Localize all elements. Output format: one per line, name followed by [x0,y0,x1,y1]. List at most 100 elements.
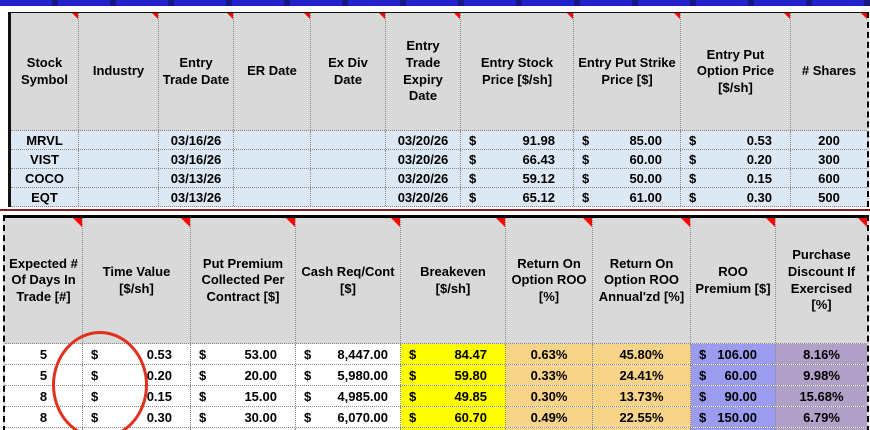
header-cash-req[interactable]: Cash Req/Cont [$] [296,218,401,343]
amount: 106.00 [717,346,757,362]
cell-industry[interactable] [79,150,159,168]
cell-put-strike-price[interactable]: $61.00 [574,188,681,206]
amount: 0.30 [746,189,772,205]
cell-entry-trade-date[interactable]: 03/13/26 [159,169,234,187]
cell-industry[interactable] [79,188,159,206]
cell-put-option-price[interactable]: $0.53 [681,131,791,149]
header-roo[interactable]: Return On Option ROO [%] [506,218,593,343]
cell-roo-annualized[interactable]: 24.41% [593,365,691,385]
cell-stock-symbol[interactable]: VIST [11,150,79,168]
cell-stock-symbol[interactable]: MRVL [11,131,79,149]
cell-roo[interactable]: 0.63% [506,344,593,364]
cell-time-value[interactable]: $0.15 [83,386,191,406]
cell-breakeven[interactable]: $84.47 [401,344,506,364]
header-entry-stock-price[interactable]: Entry Stock Price [$/sh] [461,13,574,130]
cell-stock-symbol[interactable]: EQT [11,188,79,206]
header-expected-days[interactable]: Expected # Of Days In Trade [#] [5,218,83,343]
cell-roo-annualized[interactable]: 22.55% [593,407,691,427]
cell-entry-trade-date[interactable]: 03/13/26 [159,188,234,206]
cell-time-value[interactable]: $0.30 [83,407,191,427]
cell-stock-symbol[interactable]: COCO [11,169,79,187]
cell-purchase-discount[interactable]: 6.79% [776,407,867,427]
cell-ex-div-date[interactable] [311,188,386,206]
cell-put-strike-price[interactable]: $85.00 [574,131,681,149]
cell-shares[interactable]: 200 [818,132,840,148]
cell-breakeven[interactable]: $49.85 [401,386,506,406]
cell-roo-premium[interactable]: $150.00 [691,407,776,427]
cell-roo-premium[interactable]: $90.00 [691,386,776,406]
comment-flag-icon [454,13,460,19]
cell-put-option-price[interactable]: $0.20 [681,150,791,168]
header-put-premium-per-contract[interactable]: Put Premium Collected Per Contract [$] [191,218,296,343]
cell-er-date[interactable] [234,169,311,187]
cell-industry[interactable] [79,169,159,187]
cell-shares[interactable]: 500 [818,189,840,205]
cell-put-strike-price[interactable]: $50.00 [574,169,681,187]
cell-ex-div-date[interactable] [311,150,386,168]
cell-er-date[interactable] [234,150,311,168]
header-put-strike-price[interactable]: Entry Put Strike Price [$] [574,13,681,130]
cell-roo[interactable]: 0.30% [506,386,593,406]
cell-entry-trade-date[interactable]: 03/16/26 [159,150,234,168]
cell-er-date[interactable] [234,188,311,206]
cell-purchase-discount[interactable]: 9.98% [776,365,867,385]
cell-shares[interactable]: 600 [818,170,840,186]
cell-premium-per-contract[interactable]: $15.00 [191,386,296,406]
header-time-value[interactable]: Time Value [$/sh] [83,218,191,343]
cell-entry-stock-price[interactable]: $91.98 [461,131,574,149]
cell-put-strike-price[interactable]: $60.00 [574,150,681,168]
hidden-row-blue-bar [0,0,870,6]
cell-expiry-date[interactable]: 03/20/26 [386,150,461,168]
cell-cash-req[interactable]: $5,980.00 [296,365,401,385]
cell-roo-premium[interactable]: $60.00 [691,365,776,385]
cell-shares[interactable]: 300 [818,151,840,167]
cell-roo-premium[interactable]: $106.00 [691,344,776,364]
cell-breakeven[interactable]: $60.70 [401,407,506,427]
cell-er-date[interactable] [234,131,311,149]
cell-roo-annualized[interactable]: 45.80% [593,344,691,364]
cell-purchase-discount[interactable]: 8.16% [776,344,867,364]
cell-roo-annualized[interactable]: 13.73% [593,386,691,406]
table-row: EQT 03/13/26 03/20/26 $65.12 $61.00 $0.3… [11,188,867,207]
cell-roo[interactable]: 0.49% [506,407,593,427]
header-roo-premium[interactable]: ROO Premium [$] [691,218,776,343]
header-expiry-date[interactable]: Entry Trade Expiry Date [386,13,461,130]
cell-breakeven[interactable]: $59.80 [401,365,506,385]
cell-entry-stock-price[interactable]: $65.12 [461,188,574,206]
header-purchase-discount[interactable]: Purchase Discount If Exercised [%] [776,218,867,343]
header-shares[interactable]: # Shares [791,13,867,130]
cell-time-value[interactable]: $0.20 [83,365,191,385]
cell-purchase-discount[interactable]: 15.68% [776,386,867,406]
cell-premium-per-contract[interactable]: $30.00 [191,407,296,427]
cell-put-option-price[interactable]: $0.30 [681,188,791,206]
header-stock-symbol[interactable]: Stock Symbol [11,13,79,130]
cell-ex-div-date[interactable] [311,131,386,149]
cell-cash-req[interactable]: $4,985.00 [296,386,401,406]
header-ex-div-date[interactable]: Ex Div Date [311,13,386,130]
cell-entry-trade-date[interactable]: 03/16/26 [159,131,234,149]
cell-expected-days[interactable]: 8 [5,386,83,406]
header-breakeven[interactable]: Breakeven [$/sh] [401,218,506,343]
cell-roo[interactable]: 0.33% [506,365,593,385]
cell-entry-stock-price[interactable]: $59.12 [461,169,574,187]
header-put-option-price[interactable]: Entry Put Option Price [$/sh] [681,13,791,130]
header-er-date[interactable]: ER Date [234,13,311,130]
cell-expiry-date[interactable]: 03/20/26 [386,188,461,206]
cell-entry-stock-price[interactable]: $66.43 [461,150,574,168]
cell-expected-days[interactable]: 5 [5,344,83,364]
cell-time-value[interactable]: $0.53 [83,344,191,364]
cell-put-option-price[interactable]: $0.15 [681,169,791,187]
cell-industry[interactable] [79,131,159,149]
cell-expiry-date[interactable]: 03/20/26 [386,169,461,187]
cell-cash-req[interactable]: $6,070.00 [296,407,401,427]
header-entry-trade-date[interactable]: Entry Trade Date [159,13,234,130]
cell-expected-days[interactable]: 5 [5,365,83,385]
cell-expiry-date[interactable]: 03/20/26 [386,131,461,149]
cell-premium-per-contract[interactable]: $53.00 [191,344,296,364]
header-industry[interactable]: Industry [79,13,159,130]
cell-premium-per-contract[interactable]: $20.00 [191,365,296,385]
cell-expected-days[interactable]: 8 [5,407,83,427]
cell-cash-req[interactable]: $8,447.00 [296,344,401,364]
header-roo-annualized[interactable]: Return On Option ROO Annual'zd [%] [593,218,691,343]
cell-ex-div-date[interactable] [311,169,386,187]
